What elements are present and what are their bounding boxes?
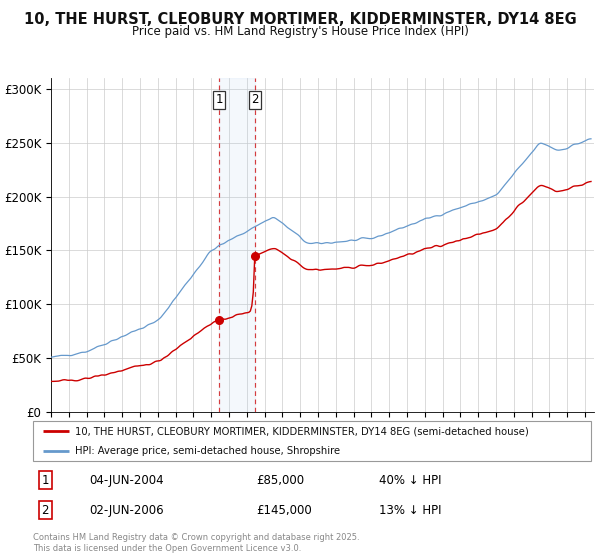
FancyBboxPatch shape [33, 421, 591, 461]
Text: £85,000: £85,000 [256, 474, 304, 487]
Text: 02-JUN-2006: 02-JUN-2006 [89, 504, 163, 517]
Text: 40% ↓ HPI: 40% ↓ HPI [379, 474, 442, 487]
Text: 10, THE HURST, CLEOBURY MORTIMER, KIDDERMINSTER, DY14 8EG (semi-detached house): 10, THE HURST, CLEOBURY MORTIMER, KIDDER… [75, 426, 529, 436]
Bar [219, 78, 255, 412]
Text: 2: 2 [41, 504, 49, 517]
Text: 2: 2 [251, 94, 259, 106]
Text: 04-JUN-2004: 04-JUN-2004 [89, 474, 163, 487]
Text: 1: 1 [41, 474, 49, 487]
Text: 10, THE HURST, CLEOBURY MORTIMER, KIDDERMINSTER, DY14 8EG: 10, THE HURST, CLEOBURY MORTIMER, KIDDER… [23, 12, 577, 27]
Text: HPI: Average price, semi-detached house, Shropshire: HPI: Average price, semi-detached house,… [75, 446, 340, 456]
Text: 1: 1 [215, 94, 223, 106]
Text: £145,000: £145,000 [256, 504, 312, 517]
Text: Price paid vs. HM Land Registry's House Price Index (HPI): Price paid vs. HM Land Registry's House … [131, 25, 469, 38]
Text: 13% ↓ HPI: 13% ↓ HPI [379, 504, 442, 517]
Text: Contains HM Land Registry data © Crown copyright and database right 2025.
This d: Contains HM Land Registry data © Crown c… [33, 533, 359, 553]
